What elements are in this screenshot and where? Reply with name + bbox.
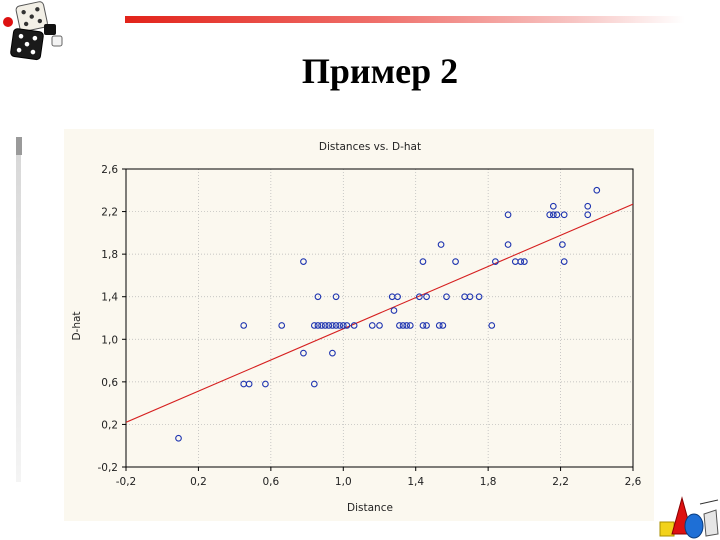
y-tick-label: 2,6 (101, 164, 118, 176)
y-axis-ticks: 2,6 2,2 1,8 1,4 1,0 0,6 0,2 -0,2 (98, 164, 126, 474)
x-tick-label: 0,2 (190, 476, 207, 488)
data-point (300, 349, 307, 357)
grid-lines (126, 169, 633, 467)
y-tick-label: 1,0 (101, 334, 118, 346)
data-point (394, 293, 401, 301)
x-tick-label: 2,6 (625, 476, 642, 488)
data-point (419, 258, 427, 265)
side-decoration (16, 137, 26, 482)
x-tick-label: 1,4 (407, 476, 424, 488)
data-point (240, 322, 248, 329)
slide-title: Пример 2 (301, 51, 459, 91)
y-tick-label: 0,6 (101, 377, 118, 389)
data-point (314, 322, 322, 329)
data-point (423, 322, 430, 329)
data-point (332, 293, 340, 301)
header-accent-rule (125, 16, 685, 23)
data-point (329, 349, 336, 357)
y-tick-label: -0,2 (98, 462, 119, 474)
data-point (314, 293, 322, 301)
data-point (584, 202, 592, 210)
data-point (437, 241, 445, 248)
data-point (423, 293, 430, 301)
scatter-chart: Distances vs. D-hat -0,2 0,2 0,6 1,0 1,4 1,8 2… (71, 141, 642, 514)
x-tick-label: 1,8 (480, 476, 497, 488)
data-point (321, 322, 329, 329)
data-point (517, 258, 525, 265)
plot-area-frame (125, 168, 634, 468)
data-point (439, 322, 447, 329)
data-point (435, 322, 443, 329)
data-point (415, 293, 423, 301)
data-point (399, 322, 407, 329)
x-tick-label: 0,6 (263, 476, 280, 488)
geometric-shapes-icon (659, 496, 719, 539)
dice-icon (3, 1, 63, 61)
data-point (419, 322, 427, 329)
x-axis-label: Distance (347, 502, 393, 514)
data-point (300, 258, 307, 265)
data-point (560, 211, 568, 219)
data-point (521, 258, 528, 265)
data-point (553, 211, 561, 219)
data-point (443, 293, 450, 301)
data-points (175, 186, 601, 442)
y-tick-label: 0,2 (101, 419, 118, 431)
data-point (368, 322, 376, 329)
data-point (488, 322, 496, 329)
data-point (325, 322, 333, 329)
data-point (492, 258, 499, 265)
data-point (332, 322, 340, 329)
data-point (593, 186, 601, 194)
data-point (262, 380, 269, 388)
y-tick-label: 2,2 (101, 207, 118, 219)
data-point (559, 241, 566, 248)
x-tick-label: 1,0 (335, 476, 352, 488)
data-point (310, 380, 318, 388)
data-point (329, 322, 336, 329)
y-tick-label: 1,8 (101, 249, 118, 261)
data-point (549, 211, 557, 219)
data-point (549, 202, 557, 210)
data-point (343, 322, 351, 329)
data-point (376, 322, 383, 329)
data-point (350, 322, 358, 329)
chart-title: Distances vs. D-hat (319, 141, 421, 153)
data-point (475, 293, 483, 301)
data-point (511, 258, 519, 265)
data-point (452, 258, 459, 265)
y-axis-label: D-hat (71, 311, 83, 340)
data-point (390, 307, 398, 314)
data-point (175, 434, 182, 442)
data-point (546, 211, 554, 219)
data-point (504, 211, 512, 219)
data-point (466, 293, 474, 301)
chart-panel: Distances vs. D-hat -0,2 0,2 0,6 1,0 1,4 1,8 2… (64, 129, 654, 521)
data-point (318, 322, 325, 329)
data-point (336, 322, 344, 329)
data-point (396, 322, 403, 329)
data-point (406, 322, 414, 329)
data-point (504, 241, 512, 248)
data-point (245, 380, 253, 388)
y-tick-label: 1,4 (101, 292, 118, 304)
data-point (584, 211, 592, 219)
data-point (339, 322, 347, 329)
data-point (278, 322, 286, 329)
x-tick-label: -0,2 (116, 476, 137, 488)
data-point (560, 258, 568, 265)
data-point (310, 322, 318, 329)
regression-line (126, 203, 633, 423)
x-tick-label: 2,2 (552, 476, 569, 488)
data-point (403, 322, 411, 329)
x-axis-ticks: -0,2 0,2 0,6 1,0 1,4 1,8 2,2 2,6 (116, 467, 642, 488)
